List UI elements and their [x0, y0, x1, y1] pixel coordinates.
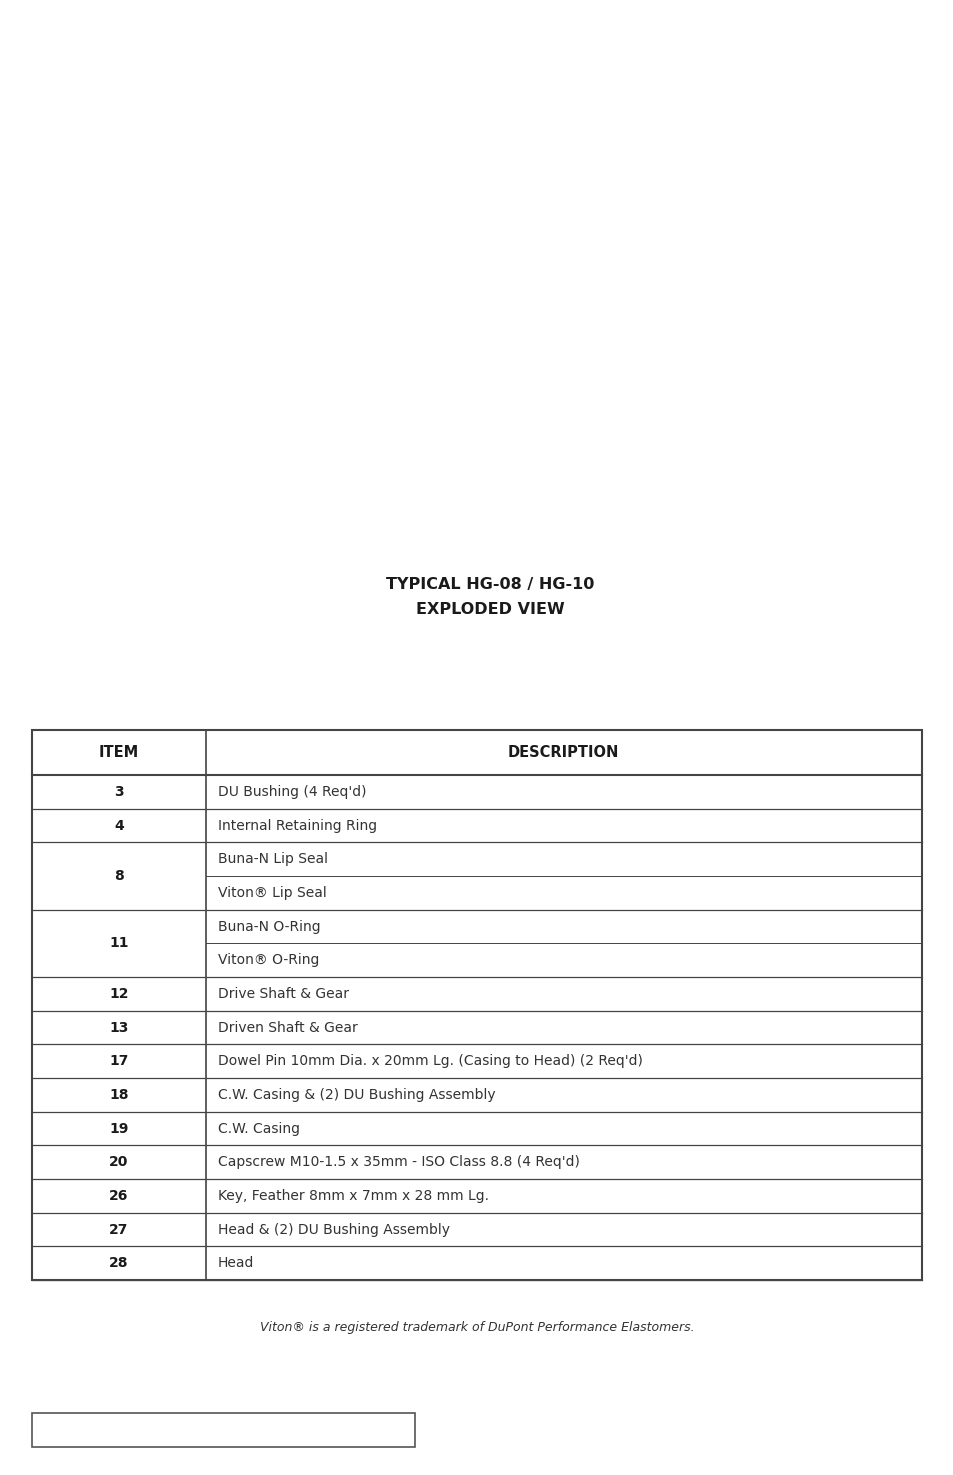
Text: EXPLODED VIEW: EXPLODED VIEW	[416, 602, 564, 618]
Text: C.W. Casing & (2) DU Bushing Assembly: C.W. Casing & (2) DU Bushing Assembly	[217, 1089, 495, 1102]
Text: Head: Head	[217, 1257, 253, 1270]
Text: DESCRIPTION: DESCRIPTION	[508, 745, 618, 760]
Text: 13: 13	[109, 1021, 129, 1034]
Text: Key, Feather 8mm x 7mm x 28 mm Lg.: Key, Feather 8mm x 7mm x 28 mm Lg.	[217, 1189, 488, 1202]
Text: Dowel Pin 10mm Dia. x 20mm Lg. (Casing to Head) (2 Req'd): Dowel Pin 10mm Dia. x 20mm Lg. (Casing t…	[217, 1055, 641, 1068]
Text: 11: 11	[109, 937, 129, 950]
Text: TYPICAL HG-08 / HG-10: TYPICAL HG-08 / HG-10	[385, 577, 594, 591]
Text: ITEM: ITEM	[98, 745, 139, 760]
Text: C.W. Casing: C.W. Casing	[217, 1121, 299, 1136]
Text: 12: 12	[109, 987, 129, 1002]
Text: 8: 8	[113, 869, 124, 884]
Text: 28: 28	[109, 1257, 129, 1270]
Text: 18: 18	[109, 1089, 129, 1102]
Text: DU Bushing (4 Req'd): DU Bushing (4 Req'd)	[217, 785, 366, 799]
Text: 26: 26	[109, 1189, 129, 1202]
Text: Capscrew M10-1.5 x 35mm - ISO Class 8.8 (4 Req'd): Capscrew M10-1.5 x 35mm - ISO Class 8.8 …	[217, 1155, 578, 1170]
Text: 17: 17	[109, 1055, 129, 1068]
Text: 20: 20	[109, 1155, 129, 1170]
Text: 4: 4	[113, 819, 124, 832]
Bar	[32, 1413, 415, 1447]
Text: SECTION  TSM    350      ISSUE    A       PAGE 4 OF 10: SECTION TSM 350 ISSUE A PAGE 4 OF 10	[59, 1423, 387, 1437]
Text: Buna-N O-Ring: Buna-N O-Ring	[217, 919, 320, 934]
Text: 19: 19	[109, 1121, 129, 1136]
Text: Driven Shaft & Gear: Driven Shaft & Gear	[217, 1021, 357, 1034]
Text: Buna-N Lip Seal: Buna-N Lip Seal	[217, 853, 327, 866]
Text: Viton® Lip Seal: Viton® Lip Seal	[217, 886, 326, 900]
Text: Viton® is a registered trademark of DuPont Performance Elastomers.: Viton® is a registered trademark of DuPo…	[259, 1320, 694, 1333]
Text: 3: 3	[113, 785, 124, 799]
Text: Drive Shaft & Gear: Drive Shaft & Gear	[217, 987, 348, 1002]
Bar	[32, 730, 921, 1280]
Text: Head & (2) DU Bushing Assembly: Head & (2) DU Bushing Assembly	[217, 1223, 449, 1236]
Text: Viton® O-Ring: Viton® O-Ring	[217, 953, 318, 968]
Text: 27: 27	[109, 1223, 129, 1236]
Text: Internal Retaining Ring: Internal Retaining Ring	[217, 819, 376, 832]
